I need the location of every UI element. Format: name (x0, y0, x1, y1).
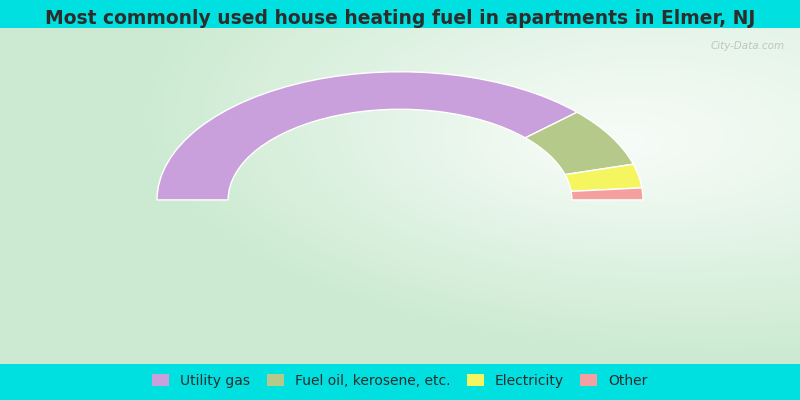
Wedge shape (565, 164, 642, 191)
Wedge shape (157, 72, 577, 200)
Wedge shape (526, 112, 634, 175)
Wedge shape (571, 188, 643, 200)
Legend: Utility gas, Fuel oil, kerosene, etc., Electricity, Other: Utility gas, Fuel oil, kerosene, etc., E… (153, 374, 647, 388)
Text: Most commonly used house heating fuel in apartments in Elmer, NJ: Most commonly used house heating fuel in… (45, 8, 755, 28)
Text: City-Data.com: City-Data.com (711, 40, 785, 50)
